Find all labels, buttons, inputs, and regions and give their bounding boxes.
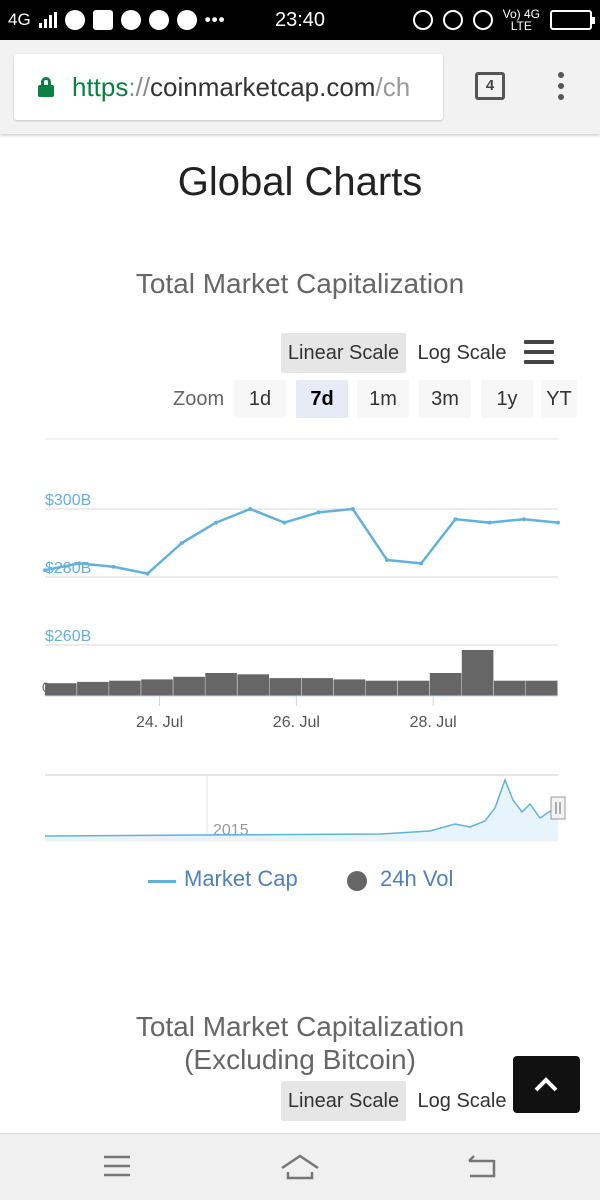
- chart-title: Total Market Capitalization: [135, 268, 465, 299]
- market-cap-chart[interactable]: $300B $280B $260B 0 24. Jul 26. Jul 28. Ju…: [0, 430, 600, 860]
- navigator-area: [45, 780, 558, 841]
- browser-toolbar: https://coinmarketcap.com/ch 4: [0, 40, 600, 134]
- network-type: 4G: [8, 10, 31, 29]
- chart2-title-line1: Total Market Capitalization: [135, 1011, 465, 1042]
- volume-series: [45, 650, 558, 696]
- x-tick-label: 24. Jul: [136, 714, 183, 731]
- twitter-icon: [148, 10, 169, 30]
- market-cap-point: [145, 571, 150, 576]
- market-cap-point: [385, 558, 389, 562]
- call-icon: [176, 10, 197, 30]
- battery-icon: [550, 10, 595, 30]
- market-cap-point: [43, 568, 47, 573]
- volume-bar: [493, 680, 526, 696]
- chart2-log-scale-button[interactable]: Log Scale: [417, 1090, 507, 1112]
- status-bar-right: Vo) 4G LTE: [412, 0, 595, 40]
- x-axis-ticks: 24. Jul 26. Jul 28. Jul: [136, 696, 457, 731]
- market-cap-point: [556, 520, 560, 525]
- zoom-1m-button[interactable]: 1m: [357, 380, 409, 418]
- status-bar: 4G ••• 23:40 Vo) 4G LTE: [0, 0, 600, 40]
- chat-icon: [120, 10, 141, 30]
- volume-bar: [173, 676, 205, 696]
- log-scale-button[interactable]: Log Scale: [417, 342, 507, 364]
- scroll-to-top-button[interactable]: [513, 1056, 580, 1113]
- lte-indicator: Vo) 4G LTE: [502, 7, 540, 33]
- volume-bar: [429, 673, 462, 696]
- lock-icon: [38, 77, 54, 97]
- market-cap-point: [453, 517, 458, 522]
- zoom-1d-button[interactable]: 1d: [234, 380, 286, 418]
- url-text[interactable]: https://coinmarketcap.com/ch: [72, 72, 411, 102]
- linear-scale-button[interactable]: Linear Scale: [281, 333, 406, 373]
- x-tick-label: 26. Jul: [273, 714, 320, 731]
- legend-market-cap-swatch[interactable]: [148, 880, 176, 883]
- menu-icon[interactable]: [102, 1152, 132, 1180]
- market-cap-point: [521, 517, 526, 522]
- status-time: 23:40: [274, 9, 326, 31]
- telegram-icon: [64, 10, 85, 30]
- chart2-title-line2: (Excluding Bitcoin): [184, 1044, 416, 1075]
- volume-axis-zero: 0: [42, 679, 50, 695]
- status-bar-left: 4G •••: [8, 0, 226, 40]
- legend-volume-swatch[interactable]: [347, 871, 367, 891]
- overflow-menu-icon[interactable]: [557, 72, 565, 102]
- market-cap-point: [179, 541, 184, 545]
- navigator-line: [44, 777, 559, 837]
- address-bar[interactable]: https://coinmarketcap.com/ch: [14, 54, 443, 120]
- volume-bar: [461, 650, 494, 696]
- back-icon[interactable]: [466, 1152, 498, 1180]
- volume-bar: [45, 683, 77, 696]
- market-cap-point: [214, 520, 218, 525]
- x-tick-label: 28. Jul: [410, 714, 457, 731]
- navigator-handle[interactable]: [550, 796, 566, 820]
- market-cap-point: [282, 520, 287, 525]
- volume-bar: [397, 680, 430, 696]
- legend-market-cap[interactable]: Market Cap: [184, 866, 298, 891]
- market-cap-point: [316, 510, 321, 515]
- chart-menu-icon[interactable]: [524, 340, 554, 366]
- page-title: Global Charts: [177, 160, 423, 204]
- legend-volume[interactable]: 24h Vol: [380, 866, 454, 891]
- chevron-up-icon: [534, 1077, 558, 1092]
- zoom-1y-button[interactable]: 1y: [481, 380, 533, 418]
- mail-icon: [92, 10, 113, 30]
- market-cap-point: [77, 561, 82, 566]
- market-cap-point: [248, 507, 253, 511]
- volume-bar: [141, 679, 173, 696]
- volume-bar: [301, 678, 334, 696]
- zoom-label: Zoom: [173, 388, 225, 410]
- system-nav-bar: [0, 1133, 600, 1200]
- alarm-icon: [472, 10, 493, 30]
- market-cap-point: [419, 561, 424, 566]
- volume-bar: [109, 680, 141, 696]
- market-cap-point: [487, 520, 492, 525]
- y-tick-label: $260B: [45, 628, 91, 645]
- volume-bar: [205, 673, 237, 696]
- data-saver-icon: [412, 10, 433, 30]
- zoom-ytd-button[interactable]: YT: [541, 380, 577, 418]
- volume-bar: [525, 680, 558, 696]
- tab-switcher-button[interactable]: 4: [475, 72, 505, 100]
- volume-bar: [237, 674, 269, 696]
- zoom-7d-button[interactable]: 7d: [296, 380, 348, 418]
- y-tick-label: $300B: [45, 492, 91, 509]
- zoom-3m-button[interactable]: 3m: [419, 380, 471, 418]
- market-cap-line: [44, 507, 559, 575]
- mute-icon: [442, 10, 463, 30]
- more-icon: •••: [204, 10, 226, 29]
- signal-icon: [38, 12, 57, 28]
- volume-bar: [77, 681, 109, 696]
- volume-bar: [269, 678, 301, 696]
- chart2-title: Total Market Capitalization (Excluding B…: [0, 1010, 600, 1076]
- home-icon[interactable]: [279, 1152, 321, 1182]
- volume-bar: [365, 680, 398, 696]
- volume-bar: [333, 679, 366, 696]
- chart2-linear-scale-button[interactable]: Linear Scale: [281, 1081, 406, 1121]
- market-cap-point: [111, 564, 116, 569]
- market-cap-point: [350, 507, 355, 511]
